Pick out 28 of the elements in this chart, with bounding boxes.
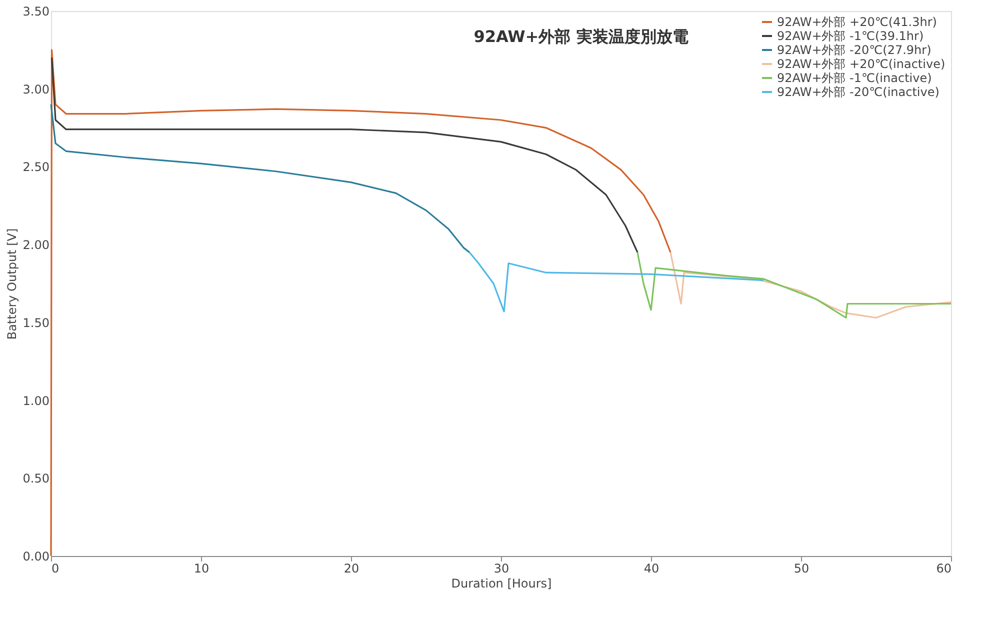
legend-label: 92AW+外部 -1℃(inactive) — [777, 71, 932, 85]
x-tick-label: 0 — [52, 562, 60, 576]
y-tick-label: 1.50 — [22, 316, 50, 330]
x-tick-label: 30 — [494, 562, 510, 576]
x-tick-label: 60 — [936, 562, 952, 576]
y-tick-label: 2.50 — [22, 160, 50, 174]
x-tick-label: 40 — [644, 562, 660, 576]
y-tick-label: 0.50 — [22, 472, 50, 486]
y-tick-label: 2.00 — [22, 238, 50, 252]
legend-label: 92AW+外部 -20℃(27.9hr) — [777, 43, 932, 57]
y-tick-label: 1.00 — [22, 394, 50, 408]
line-series — [468, 252, 764, 312]
y-axis-title: Battery Output [V] — [4, 228, 19, 340]
legend-label: 92AW+外部 +20℃(inactive) — [777, 57, 946, 71]
y-tick-label: 3.00 — [22, 82, 50, 96]
x-tick-label: 50 — [794, 562, 810, 576]
line-series — [50, 49, 672, 557]
x-tick-label: 20 — [344, 562, 360, 576]
legend-label: 92AW+外部 -20℃(inactive) — [777, 85, 940, 99]
x-tick-label: 10 — [194, 562, 210, 576]
line-series — [50, 56, 638, 254]
legend-label: 92AW+外部 +20℃(41.3hr) — [777, 15, 937, 29]
legend-label: 92AW+外部 -1℃(39.1hr) — [777, 29, 924, 43]
line-series — [50, 104, 470, 254]
x-axis-title: Duration [Hours] — [451, 576, 552, 590]
text: 92AW+外部 実装温度別放電 — [474, 27, 688, 46]
y-tick-label: 3.50 — [22, 4, 50, 18]
y-tick-label: 0.00 — [22, 550, 50, 564]
